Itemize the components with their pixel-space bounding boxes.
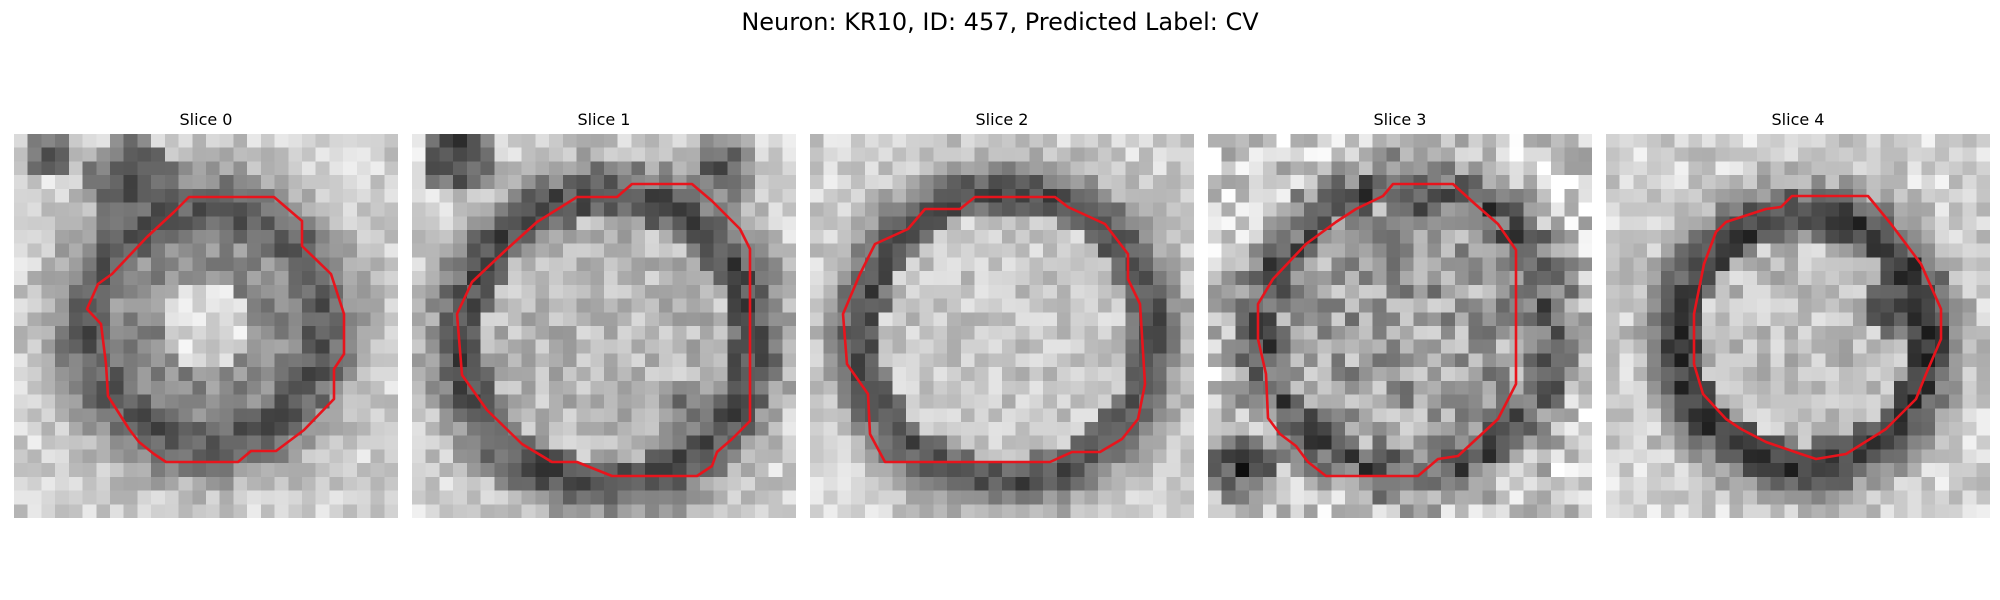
slice-panel-3: Slice 3	[1208, 110, 1592, 518]
slice-panel-0: Slice 0	[14, 110, 398, 518]
slice-title: Slice 2	[975, 110, 1029, 129]
roi-contour	[1256, 182, 1518, 478]
roi-contour	[85, 195, 346, 464]
contour-overlay	[455, 182, 752, 478]
contour-overlay	[841, 195, 1147, 464]
slice-title: Slice 0	[179, 110, 233, 129]
slice-panel-1: Slice 1	[412, 110, 796, 518]
roi-contour	[455, 182, 752, 478]
slice-panel-2: Slice 2	[810, 110, 1194, 518]
roi-contour	[841, 195, 1147, 464]
contour-overlay	[1256, 182, 1518, 478]
slice-panel-4: Slice 4	[1606, 110, 1990, 518]
slice-title: Slice 3	[1373, 110, 1427, 129]
contour-overlay	[85, 195, 346, 464]
slice-image	[1208, 134, 1592, 518]
roi-contour	[1692, 194, 1943, 461]
slice-title: Slice 4	[1771, 110, 1825, 129]
slice-title: Slice 1	[577, 110, 631, 129]
contour-overlay	[1692, 194, 1943, 461]
figure-title: Neuron: KR10, ID: 457, Predicted Label: …	[741, 8, 1259, 36]
